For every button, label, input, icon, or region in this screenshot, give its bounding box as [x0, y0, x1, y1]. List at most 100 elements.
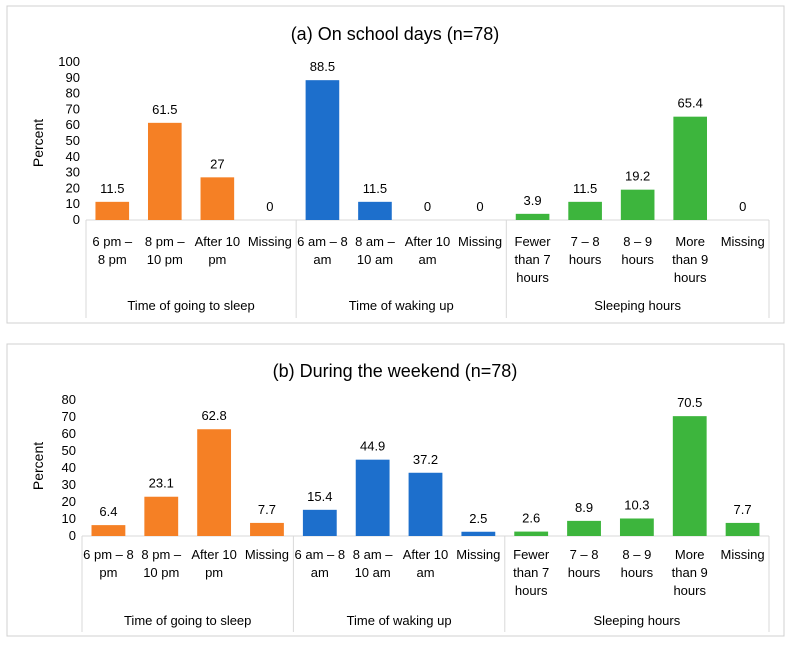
- x-category-label: 8 am –: [353, 547, 394, 562]
- y-tick-label: 20: [62, 494, 76, 509]
- y-tick-label: 70: [66, 101, 80, 116]
- bar: [250, 522, 284, 536]
- bar-value-label: 44.9: [360, 439, 385, 454]
- x-category-label: 6 am – 8: [297, 234, 348, 249]
- x-category-label: Missing: [458, 234, 502, 249]
- x-category-label: Missing: [248, 234, 292, 249]
- y-tick-label: 70: [62, 409, 76, 424]
- y-tick-label: 0: [69, 528, 76, 543]
- y-tick-label: 80: [66, 86, 80, 101]
- y-tick-label: 90: [66, 70, 80, 85]
- x-category-label: Missing: [456, 547, 500, 562]
- x-category-label: 6 pm –: [92, 234, 133, 249]
- bar: [302, 509, 337, 536]
- x-category-label: hours: [621, 565, 654, 580]
- bar-value-label: 7.7: [734, 502, 752, 517]
- chart-a-y-axis-label: Percent: [30, 119, 46, 167]
- bar: [197, 429, 232, 536]
- x-category-label: Missing: [245, 547, 289, 562]
- bar-value-label: 88.5: [310, 59, 335, 74]
- x-group-label: Time of going to sleep: [127, 298, 254, 313]
- y-tick-label: 40: [62, 460, 76, 475]
- chart-panel-a: (a) On school days (n=78) Percent 010203…: [6, 5, 785, 324]
- x-category-label: 6 am – 8: [295, 547, 346, 562]
- bar-value-label: 11.5: [363, 181, 387, 196]
- x-category-label: pm: [99, 565, 117, 580]
- bar: [200, 177, 235, 220]
- x-category-label: pm: [205, 565, 223, 580]
- y-tick-label: 60: [66, 117, 80, 132]
- x-category-label: 8 pm –: [145, 234, 186, 249]
- bar-value-label: 11.5: [100, 181, 124, 196]
- x-category-label: Missing: [721, 547, 765, 562]
- y-tick-label: 0: [73, 212, 80, 227]
- x-category-label: 8 pm: [98, 252, 127, 267]
- bar-value-label: 7.7: [258, 502, 276, 517]
- x-category-label: After 10: [195, 234, 241, 249]
- x-group-label: Time of going to sleep: [124, 613, 251, 628]
- bar: [461, 531, 496, 536]
- x-group-label: Sleeping hours: [594, 613, 681, 628]
- bar-value-label: 65.4: [678, 96, 703, 111]
- y-tick-label: 40: [66, 149, 80, 164]
- x-category-label: 10 am: [357, 252, 393, 267]
- bar-value-label: 61.5: [152, 102, 177, 117]
- bar-value-label: 19.2: [625, 169, 650, 184]
- x-category-label: 7 – 8: [570, 547, 599, 562]
- x-category-label: After 10: [403, 547, 449, 562]
- x-category-label: hours: [568, 565, 601, 580]
- x-category-label: 10 pm: [147, 252, 183, 267]
- bar-value-label: 62.8: [201, 408, 226, 423]
- bar: [95, 201, 130, 220]
- bar: [515, 213, 550, 220]
- x-group-label: Sleeping hours: [594, 298, 681, 313]
- bar-value-label: 23.1: [149, 476, 174, 491]
- x-category-label: hours: [515, 583, 548, 598]
- x-group-label: Time of waking up: [349, 298, 454, 313]
- bar-value-label: 70.5: [677, 395, 702, 410]
- bar-value-label: 6.4: [99, 504, 117, 519]
- x-category-label: am: [418, 252, 436, 267]
- bar: [91, 525, 126, 536]
- x-category-label: 8 – 9: [623, 234, 652, 249]
- bar-value-label: 3.9: [524, 193, 542, 208]
- y-tick-label: 100: [58, 54, 80, 69]
- x-category-label: More: [675, 234, 705, 249]
- y-tick-label: 80: [62, 392, 76, 407]
- bar: [514, 531, 549, 536]
- y-tick-label: 10: [66, 196, 80, 211]
- bar: [567, 520, 601, 536]
- y-tick-label: 60: [62, 426, 76, 441]
- x-category-label: am: [311, 565, 329, 580]
- bar: [725, 522, 760, 536]
- bar-value-label: 2.6: [522, 511, 540, 526]
- y-tick-label: 30: [66, 165, 80, 180]
- bar: [408, 472, 443, 536]
- x-category-label: More: [675, 547, 705, 562]
- x-category-label: than 9: [672, 252, 708, 267]
- x-category-label: hours: [569, 252, 602, 267]
- bar-value-label: 2.5: [469, 511, 487, 526]
- x-category-label: hours: [516, 270, 549, 285]
- x-category-label: hours: [673, 583, 706, 598]
- bar: [673, 116, 708, 220]
- x-category-label: pm: [208, 252, 226, 267]
- bar: [305, 80, 340, 220]
- bar-value-label: 0: [739, 199, 746, 214]
- x-category-label: than 9: [672, 565, 708, 580]
- y-tick-label: 50: [62, 443, 76, 458]
- x-category-label: am: [416, 565, 434, 580]
- bar: [358, 201, 392, 220]
- y-tick-label: 10: [62, 511, 76, 526]
- chart-panel-b: (b) During the weekend (n=78) Percent 0 1…: [6, 343, 785, 637]
- bar-value-label: 0: [424, 199, 431, 214]
- x-category-label: Missing: [721, 234, 765, 249]
- x-category-label: Fewer: [513, 547, 550, 562]
- x-category-label: 10 pm: [143, 565, 179, 580]
- x-category-label: After 10: [405, 234, 451, 249]
- x-category-label: hours: [674, 270, 707, 285]
- x-category-label: than 7: [513, 565, 549, 580]
- chart-b-title: (b) During the weekend (n=78): [273, 361, 518, 381]
